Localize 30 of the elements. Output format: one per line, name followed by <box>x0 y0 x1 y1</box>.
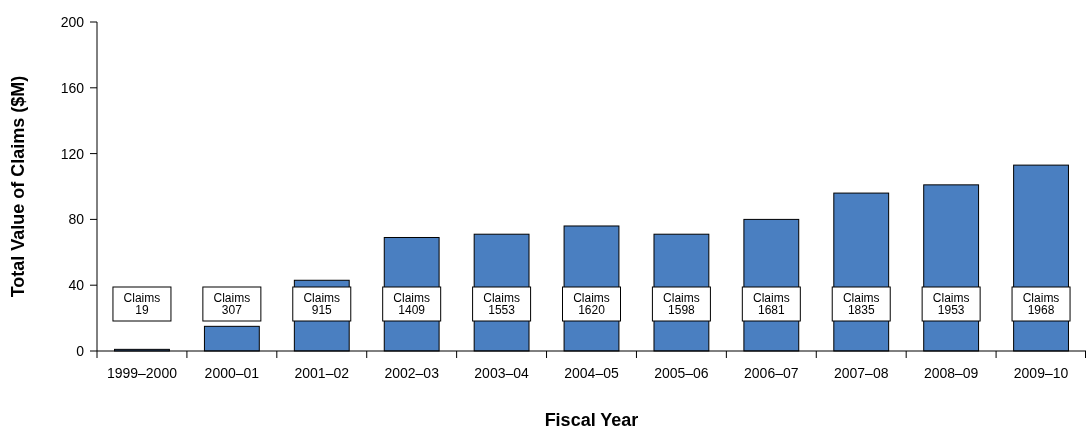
y-tick-label: 160 <box>60 79 85 96</box>
annotation: Claims 1953 <box>932 291 970 317</box>
x-tick-label: 2003–04 <box>474 365 530 381</box>
annotation: Claims 1409 <box>393 291 431 317</box>
x-tick-label: 2008–09 <box>923 365 979 381</box>
x-tick-label: 2006–07 <box>744 365 799 381</box>
y-tick-label: 200 <box>60 13 85 30</box>
x-tick-label: 2000–01 <box>204 365 260 381</box>
annotation: Claims 1553 <box>483 291 520 317</box>
annotation: Claims 1968 <box>1022 291 1060 317</box>
x-tick-label: 1999–2000 <box>106 365 178 381</box>
y-tick-label: 40 <box>68 277 85 294</box>
x-tick-label: 2004–05 <box>564 365 619 381</box>
x-axis-title: Fiscal Year <box>544 410 639 430</box>
y-tick-label: 80 <box>68 211 85 228</box>
x-tick-label: 2005–06 <box>654 365 709 381</box>
x-tick-label: 2009–10 <box>1013 365 1069 381</box>
x-tick-label: 2001–02 <box>294 365 350 381</box>
y-tick-label: 120 <box>60 145 85 162</box>
annotation: Claims 1620 <box>573 291 610 317</box>
annotation: Claims 307 <box>213 291 251 317</box>
annotation: Claims 1835 <box>842 291 880 317</box>
annotation: Claims 915 <box>303 291 341 317</box>
annotation: Claims 1598 <box>663 291 700 317</box>
y-tick-label: 0 <box>76 342 85 359</box>
x-tick-label: 2002–03 <box>384 365 440 381</box>
x-tick-label: 2007–08 <box>833 365 889 381</box>
y-axis-title: Total Value of Claims ($M) <box>8 75 28 298</box>
annotation: Claims 1681 <box>752 291 790 317</box>
annotation: Claims 19 <box>123 291 161 317</box>
